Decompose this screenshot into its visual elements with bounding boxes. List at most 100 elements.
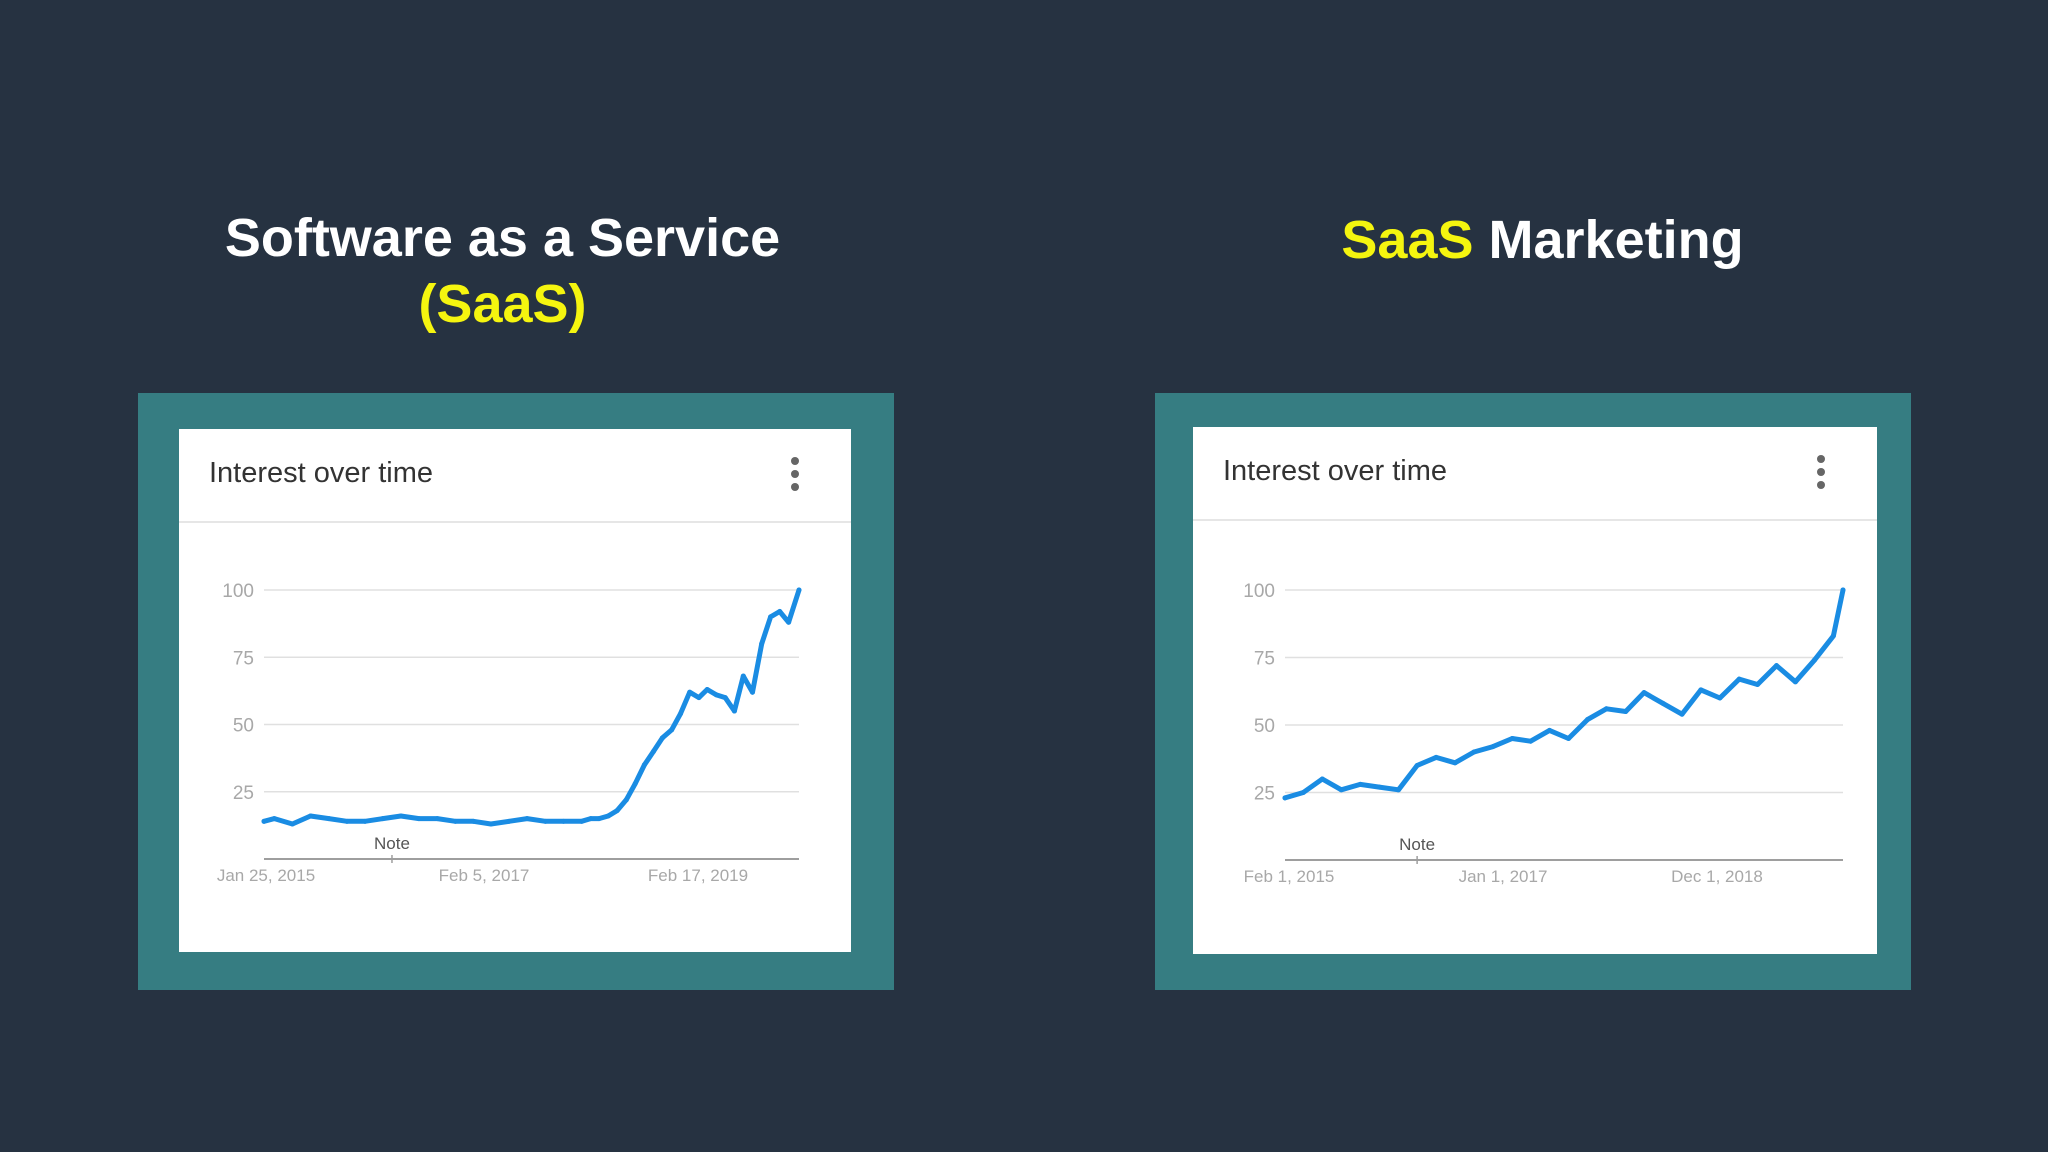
data-point bbox=[1566, 736, 1572, 741]
data-point bbox=[740, 673, 746, 679]
x-tick-label: Dec 1, 2018 bbox=[1671, 867, 1763, 886]
data-point bbox=[524, 816, 530, 822]
y-tick-label: 50 bbox=[233, 716, 254, 737]
y-tick-label: 25 bbox=[1254, 784, 1275, 805]
right-card-title: Interest over time bbox=[1223, 455, 1448, 487]
data-point bbox=[1792, 679, 1798, 685]
data-point bbox=[542, 818, 548, 824]
data-point bbox=[1679, 711, 1685, 717]
data-point bbox=[1547, 727, 1553, 733]
data-point bbox=[1376, 784, 1382, 790]
data-point bbox=[1811, 657, 1817, 663]
data-point bbox=[605, 813, 611, 819]
left-title-line1: Software as a Service bbox=[224, 208, 781, 268]
y-tick-label: 50 bbox=[1254, 716, 1275, 737]
right-title-highlight: SaaS bbox=[1341, 210, 1474, 270]
right-chart-card: Interest over time 25 50 75 100 Feb 1, 2015 J… bbox=[1193, 427, 1877, 954]
data-point bbox=[308, 813, 314, 819]
data-point bbox=[704, 687, 710, 693]
data-point bbox=[1319, 776, 1325, 782]
y-tick-label: 25 bbox=[233, 783, 254, 804]
more-vert-icon[interactable] bbox=[1815, 455, 1827, 491]
data-point bbox=[786, 619, 792, 625]
data-point bbox=[1660, 700, 1666, 706]
data-point bbox=[1840, 587, 1846, 593]
right-card-frame: Interest over time 25 50 75 100 Feb 1, 2015 J… bbox=[1155, 393, 1911, 990]
data-point bbox=[713, 692, 719, 698]
right-trend-chart: 25 50 75 100 Feb 1, 2015 Jan 1, 2017 Dec 1, 20… bbox=[1243, 581, 1846, 886]
data-point bbox=[749, 689, 755, 695]
left-card-frame: Interest over time 25 50 75 100 Jan 25, 2015… bbox=[138, 393, 894, 990]
data-point bbox=[1338, 787, 1344, 793]
data-point bbox=[326, 816, 332, 822]
data-point bbox=[579, 818, 585, 824]
data-point bbox=[271, 816, 277, 822]
data-point bbox=[398, 813, 404, 819]
left-card-title: Interest over time bbox=[209, 457, 434, 489]
right-title: SaaS Marketing bbox=[1200, 207, 1885, 273]
data-point bbox=[651, 748, 657, 754]
data-point bbox=[488, 821, 494, 827]
more-vert-icon[interactable] bbox=[789, 457, 801, 493]
data-point bbox=[687, 689, 693, 695]
right-card-header: Interest over time bbox=[1193, 427, 1877, 521]
x-tick-label: Feb 5, 2017 bbox=[439, 866, 530, 885]
data-point bbox=[1300, 790, 1306, 795]
data-point bbox=[623, 797, 629, 803]
data-point bbox=[452, 818, 458, 824]
data-point bbox=[659, 735, 665, 741]
data-point bbox=[506, 818, 512, 824]
data-point bbox=[416, 816, 422, 822]
data-point bbox=[434, 816, 440, 822]
data-point bbox=[641, 762, 647, 768]
series-line bbox=[261, 587, 802, 827]
data-point bbox=[678, 711, 684, 717]
data-point bbox=[1641, 690, 1647, 696]
data-point bbox=[560, 818, 566, 824]
x-tick-label: Jan 25, 2015 bbox=[217, 866, 315, 885]
data-point bbox=[1471, 749, 1477, 755]
data-point bbox=[722, 695, 728, 701]
data-point bbox=[1603, 706, 1609, 712]
note-label: Note bbox=[1399, 835, 1435, 854]
data-point bbox=[731, 708, 737, 714]
data-point bbox=[1414, 763, 1420, 768]
data-point bbox=[759, 641, 765, 647]
left-title: Software as a Service (SaaS) bbox=[160, 205, 845, 337]
data-point bbox=[768, 614, 774, 620]
data-point bbox=[362, 818, 368, 824]
data-point bbox=[1755, 682, 1761, 687]
data-point bbox=[1357, 781, 1363, 787]
data-point bbox=[1433, 754, 1439, 760]
data-point bbox=[614, 808, 620, 814]
y-tick-label: 75 bbox=[233, 648, 254, 669]
note-label: Note bbox=[374, 834, 410, 853]
data-point bbox=[344, 818, 350, 824]
data-point bbox=[596, 816, 602, 822]
data-point bbox=[1490, 744, 1496, 750]
data-point bbox=[1452, 760, 1458, 766]
data-point bbox=[1395, 787, 1401, 793]
x-tick-label: Feb 17, 2019 bbox=[648, 866, 748, 885]
series-line bbox=[1282, 587, 1846, 801]
left-trend-chart: 25 50 75 100 Jan 25, 2015 Feb 5, 2017 Feb 17, … bbox=[217, 581, 802, 885]
data-point bbox=[470, 818, 476, 824]
y-tick-label: 100 bbox=[222, 581, 254, 602]
data-point bbox=[1282, 795, 1288, 801]
data-point bbox=[669, 727, 675, 733]
right-title-rest: Marketing bbox=[1473, 210, 1744, 270]
data-point bbox=[1830, 633, 1836, 639]
x-tick-label: Jan 1, 2017 bbox=[1459, 867, 1548, 886]
y-tick-label: 75 bbox=[1254, 649, 1275, 670]
data-point bbox=[1698, 687, 1704, 693]
data-point bbox=[588, 816, 594, 822]
y-tick-label: 100 bbox=[1243, 581, 1275, 602]
data-point bbox=[777, 609, 783, 615]
data-point bbox=[1509, 736, 1515, 741]
data-point bbox=[696, 695, 702, 701]
data-point bbox=[1773, 663, 1779, 669]
data-point bbox=[1736, 676, 1742, 682]
data-point bbox=[380, 816, 386, 822]
data-point bbox=[1584, 717, 1590, 723]
left-title-line2: (SaaS) bbox=[418, 274, 587, 334]
